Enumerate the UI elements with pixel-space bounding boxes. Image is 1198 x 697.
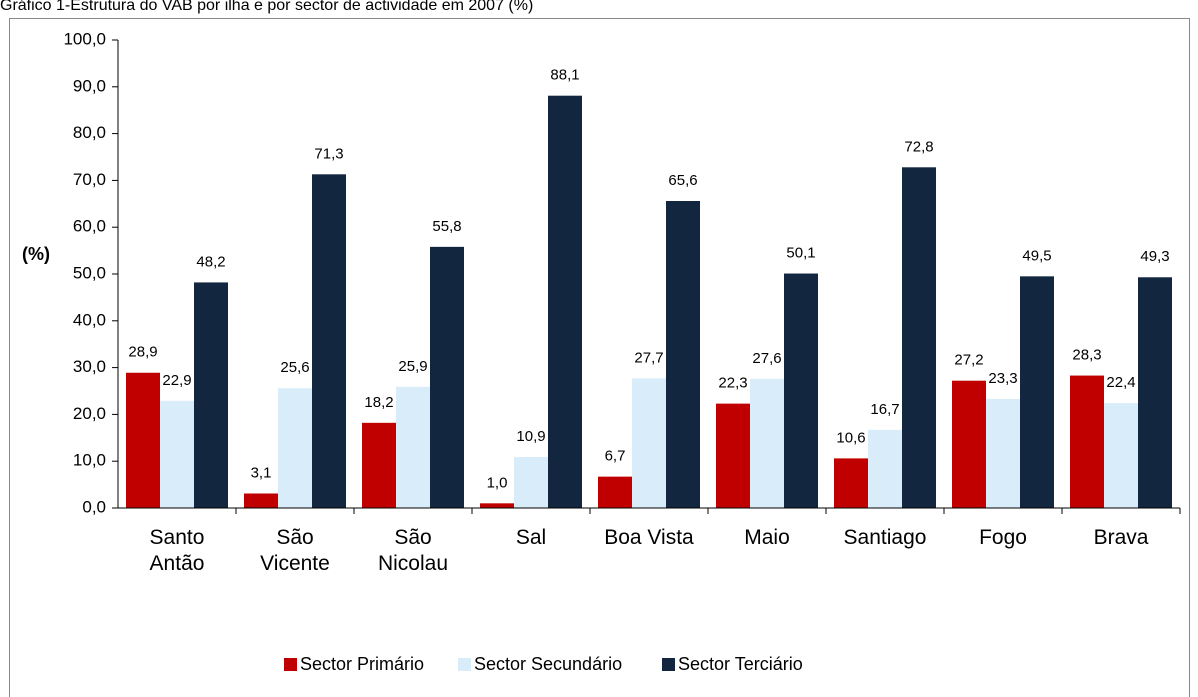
x-tick-label: Santo Antão (149, 526, 205, 575)
data-label: 55,8 (432, 218, 461, 235)
bar (834, 458, 868, 508)
bar (1138, 277, 1172, 508)
data-label: 71,3 (314, 145, 343, 162)
bar (716, 403, 750, 508)
bar (244, 493, 278, 508)
bar (160, 400, 194, 508)
bar (1020, 276, 1054, 508)
bar (750, 378, 784, 508)
bar (362, 422, 396, 508)
data-label: 22,4 (1106, 374, 1135, 391)
data-label: 25,6 (280, 359, 309, 376)
bar (548, 95, 582, 508)
chart-title: Gráfico 1-Estrutura do VAB por ilha e po… (0, 0, 533, 14)
bar (396, 386, 430, 508)
y-tick-label: 10,0 (73, 451, 106, 470)
legend-label: Sector Terciário (678, 654, 803, 674)
data-label: 27,2 (954, 352, 983, 369)
data-label: 28,9 (128, 344, 157, 361)
bar (1104, 403, 1138, 508)
data-label: 27,7 (634, 349, 663, 366)
y-tick-label: 80,0 (73, 123, 106, 142)
x-tick-label: Boa Vista (604, 526, 694, 549)
bar (312, 174, 346, 509)
bar (986, 398, 1020, 508)
data-label: 88,1 (550, 67, 579, 84)
y-tick-label: 30,0 (73, 357, 106, 376)
data-label: 16,7 (870, 401, 899, 418)
legend-swatch (458, 658, 471, 671)
x-tick-label: Brava (1093, 526, 1149, 549)
bar (868, 429, 902, 508)
x-tick-label: São Nicolau (377, 526, 449, 575)
bar (666, 200, 700, 508)
y-tick-label: 60,0 (73, 217, 106, 236)
y-axis-label: (%) (22, 244, 50, 264)
x-tick-label: Fogo (979, 526, 1027, 549)
y-tick-label: 90,0 (73, 76, 106, 95)
legend-label: Sector Primário (300, 654, 424, 674)
data-label: 18,2 (364, 394, 393, 411)
y-tick-label: 40,0 (73, 310, 106, 329)
data-label: 10,6 (836, 429, 865, 446)
y-tick-label: 100,0 (63, 29, 106, 48)
data-label: 28,3 (1072, 347, 1101, 364)
data-label: 1,0 (487, 474, 508, 491)
bar (278, 388, 312, 508)
data-label: 49,5 (1022, 247, 1051, 264)
data-label: 27,6 (752, 350, 781, 367)
data-label: 10,9 (516, 428, 545, 445)
data-label: 3,1 (251, 464, 272, 481)
data-label: 6,7 (605, 448, 626, 465)
y-tick-label: 20,0 (73, 404, 106, 423)
data-label: 50,1 (786, 245, 815, 262)
data-label: 65,6 (668, 172, 697, 189)
bar (902, 167, 936, 508)
legend-label: Sector Secundário (474, 654, 622, 674)
bar (194, 282, 228, 508)
data-label: 22,3 (718, 375, 747, 392)
y-tick-label: 50,0 (73, 263, 106, 282)
x-tick-label: Sal (515, 526, 547, 549)
x-tick-label: Maio (744, 526, 790, 549)
bar (514, 456, 548, 508)
bar (784, 273, 818, 508)
legend-swatch (284, 658, 297, 671)
bar (1070, 375, 1104, 508)
x-tick-label: Santiago (843, 526, 927, 549)
data-label: 48,2 (196, 253, 225, 270)
frame (9, 18, 1190, 697)
y-tick-label: 0,0 (82, 497, 106, 516)
bar (952, 380, 986, 508)
bar (126, 372, 160, 508)
data-label: 72,8 (904, 138, 933, 155)
bar (598, 476, 632, 508)
bar (430, 246, 464, 508)
data-label: 25,9 (398, 358, 427, 375)
bar (480, 503, 514, 508)
x-tick-label: São Vicente (260, 526, 330, 575)
data-label: 22,9 (162, 372, 191, 389)
legend-swatch (662, 658, 675, 671)
data-label: 49,3 (1140, 248, 1169, 265)
data-label: 23,3 (988, 370, 1017, 387)
y-tick-label: 70,0 (73, 170, 106, 189)
bar (632, 378, 666, 508)
